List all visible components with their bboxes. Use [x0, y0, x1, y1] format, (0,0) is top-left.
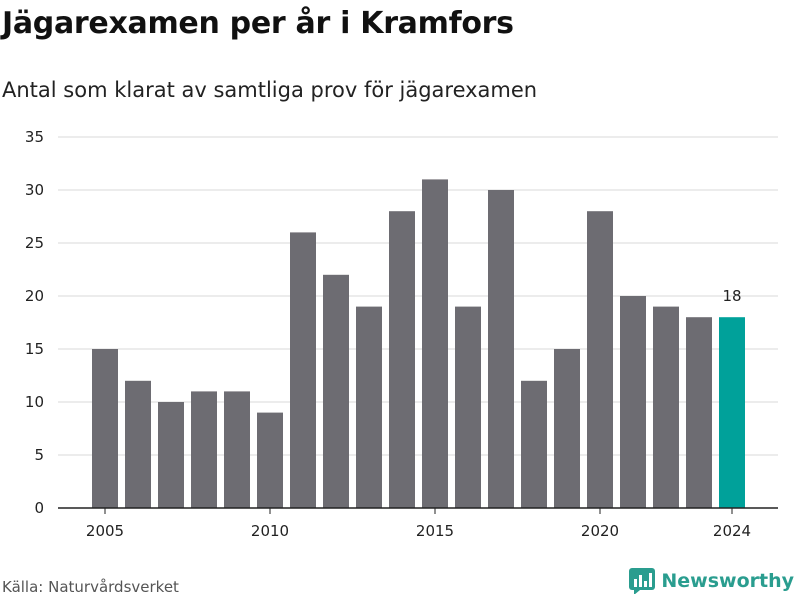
x-tick-label: 2010	[251, 522, 289, 540]
chart-title: Jägarexamen per år i Kramfors	[2, 6, 514, 41]
bar-2013	[356, 306, 382, 508]
y-tick-label: 5	[34, 446, 44, 464]
bar-2019	[554, 349, 580, 508]
bar-2014	[389, 211, 415, 508]
bar-2023	[686, 317, 712, 508]
bar-chart: 0 5 10 15 20 25 30 35 18 2005 2010 2015 2020 2024	[25, 128, 778, 540]
brand-name: Newsworthy	[661, 570, 794, 592]
y-tick-label: 15	[25, 340, 44, 358]
bar-2018	[521, 380, 547, 508]
brand-logo: Newsworthy	[629, 568, 794, 594]
data-label-2024: 18	[722, 287, 741, 305]
chart-subtitle: Antal som klarat av samtliga prov för jä…	[2, 78, 538, 102]
y-tick-label: 10	[25, 393, 44, 411]
bar-2017	[488, 190, 514, 508]
bar-2016	[455, 306, 481, 508]
bar-2007	[158, 402, 184, 508]
bar-2010	[257, 412, 283, 508]
bar-2005	[92, 349, 118, 508]
bar-2021	[620, 296, 646, 508]
bar-2006	[125, 380, 151, 508]
source-note: Källa: Naturvårdsverket	[2, 578, 179, 596]
y-tick-label: 20	[25, 287, 44, 305]
y-tick-label: 0	[34, 499, 44, 517]
y-tick-label: 25	[25, 234, 44, 252]
bar-2020	[587, 211, 613, 508]
bar-2012	[323, 274, 349, 508]
bar-2009	[224, 391, 250, 508]
y-tick-label: 35	[25, 128, 44, 146]
bar-2022	[653, 306, 679, 508]
bar-2011	[290, 232, 316, 508]
bar-2024	[719, 317, 745, 508]
y-tick-label: 30	[25, 181, 44, 199]
bar-2008	[191, 391, 217, 508]
x-tick-label: 2020	[581, 522, 619, 540]
x-tick-label: 2005	[86, 522, 124, 540]
x-tick-label: 2024	[713, 522, 751, 540]
bar-2015	[422, 179, 448, 508]
x-tick-label: 2015	[416, 522, 454, 540]
newsworthy-logo-icon	[629, 568, 656, 594]
